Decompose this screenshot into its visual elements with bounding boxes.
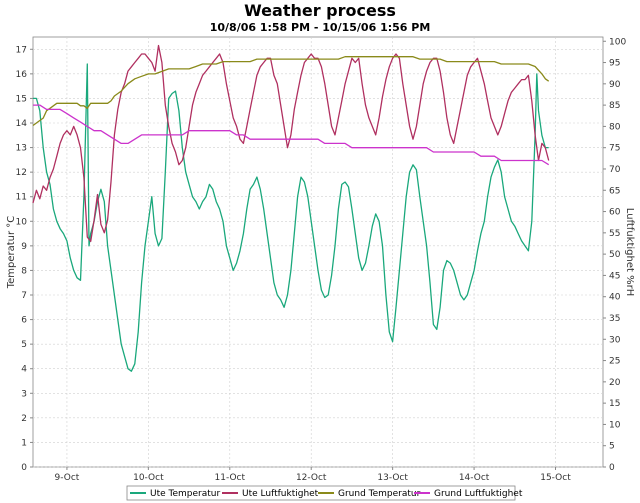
right-tick-label: 85 (609, 101, 620, 111)
series-line-0 (33, 63, 549, 372)
right-tick-label: 55 (609, 229, 620, 239)
legend-label-0: Ute Temperatur (150, 489, 220, 499)
x-tick-label: 12-Oct (296, 473, 327, 483)
chart-subtitle: 10/8/06 1:58 PM - 10/15/06 1:56 PM (210, 21, 431, 34)
plot-area (32, 36, 604, 468)
left-tick-label: 4 (21, 365, 27, 375)
right-tick-label: 100 (609, 37, 626, 47)
left-tick-label: 2 (21, 414, 27, 424)
right-tick-label: 40 (609, 293, 621, 303)
legend: Ute Temperatur Ute Luftfuktighet Grund Tem… (126, 485, 523, 501)
left-tick-label: 1 (21, 438, 27, 448)
right-tick-label: 25 (609, 357, 620, 367)
right-tick-label: 95 (609, 59, 620, 69)
left-axis-label: Temperatur °C (6, 216, 17, 290)
right-tick-label: 30 (609, 335, 621, 345)
right-tick-label: 50 (609, 250, 621, 260)
right-tick-label: 10 (609, 420, 621, 430)
right-tick-label: 80 (609, 122, 621, 132)
legend-label-3: Grund Luftfuktighet (434, 489, 523, 499)
left-tick-label: 5 (21, 340, 27, 350)
left-tick-label: 16 (16, 70, 28, 80)
right-tick-label: 60 (609, 208, 621, 218)
left-tick-label: 15 (16, 94, 27, 104)
x-tick-label: 14-Oct (459, 473, 490, 483)
x-axis: 9-Oct 10-Oct 11-Oct 12-Oct 13-Oct 14-Oct 15-Oc… (55, 467, 571, 483)
x-tick-label: 15-Oct (540, 473, 571, 483)
x-tick-label: 13-Oct (377, 473, 408, 483)
left-tick-label: 0 (21, 463, 27, 473)
chart-title: Weather process (244, 1, 396, 20)
right-axis-label: Luftfuktighet %rH (624, 208, 635, 296)
left-tick-label: 13 (16, 144, 27, 154)
left-tick-label: 7 (21, 291, 27, 301)
left-tick-label: 11 (16, 193, 27, 203)
right-tick-label: 0 (609, 463, 615, 473)
right-tick-label: 70 (609, 165, 621, 175)
left-tick-label: 17 (16, 45, 27, 55)
left-tick-label: 10 (16, 217, 28, 227)
right-tick-label: 75 (609, 144, 620, 154)
grid-lines (33, 37, 603, 468)
right-tick-label: 45 (609, 271, 620, 281)
right-tick-label: 20 (609, 378, 621, 388)
right-tick-label: 15 (609, 399, 620, 409)
left-tick-label: 12 (16, 168, 27, 178)
x-tick-label: 9-Oct (55, 473, 80, 483)
series-line-1 (32, 44, 550, 243)
right-tick-label: 35 (609, 314, 620, 324)
right-tick-label: 90 (609, 80, 621, 90)
left-tick-label: 8 (21, 266, 27, 276)
right-tick-label: 5 (609, 442, 615, 452)
right-tick-label: 65 (609, 186, 620, 196)
x-tick-label: 10-Oct (133, 473, 164, 483)
left-tick-label: 3 (21, 389, 27, 399)
legend-label-1: Ute Luftfuktighet (242, 489, 319, 499)
left-tick-label: 6 (21, 316, 27, 326)
series-line-3 (33, 104, 550, 166)
right-axis: 0 5 10 15 20 25 30 35 40 45 50 55 60 65 70 75 80 85 90 95 10… (603, 37, 626, 473)
x-tick-label: 11-Oct (215, 473, 246, 483)
left-tick-label: 9 (21, 242, 27, 252)
left-tick-label: 14 (16, 119, 28, 129)
legend-label-2: Grund Temperatur (338, 489, 421, 499)
series-line-2 (32, 56, 550, 127)
series-layer (32, 44, 550, 372)
